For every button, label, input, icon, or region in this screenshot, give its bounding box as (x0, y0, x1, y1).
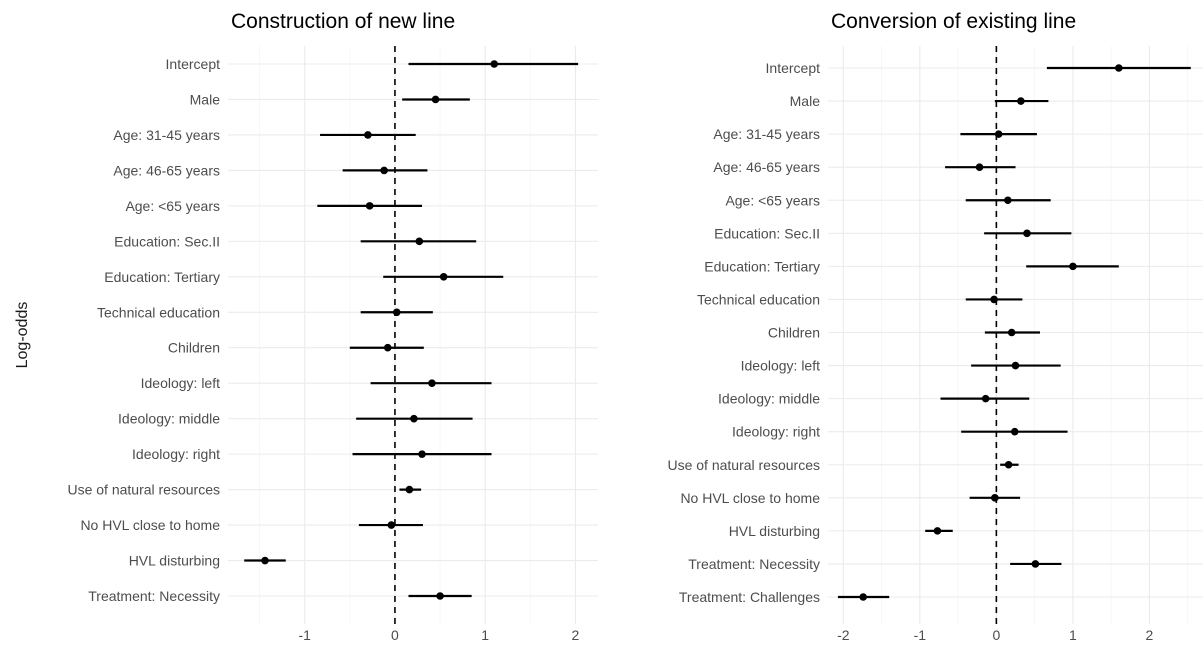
y-tick-label: Intercept (166, 56, 221, 72)
point-estimate (1004, 196, 1012, 205)
point-estimate (364, 131, 372, 139)
point-estimate (365, 202, 374, 210)
point-estimate (1069, 262, 1077, 271)
panel-title: Construction of new line (231, 10, 455, 33)
y-tick-labels: Intercept Male Age: 31-45 years Age: 46-65 … (667, 60, 820, 605)
point-estimate (439, 273, 448, 281)
y-tick-label: Ideology: right (732, 424, 820, 440)
x-tick-label: -1 (914, 627, 927, 643)
point-estimate (410, 414, 418, 423)
y-tick-label: Education: Tertiary (704, 258, 820, 274)
point-estimate (1017, 97, 1025, 105)
y-tick-label: Education: Tertiary (104, 269, 220, 285)
y-tick-label: Male (790, 93, 821, 109)
chart-panel-1: Intercept Male Age: 31-45 years Age: 46-65 … (14, 10, 598, 643)
y-tick-label: Use of natural resources (667, 457, 820, 473)
y-tick-label: Age: 46-65 years (713, 159, 820, 175)
point-estimate (436, 592, 444, 600)
y-tick-label: HVL disturbing (729, 523, 820, 539)
point-estimate (933, 527, 942, 535)
estimates-series (837, 64, 1191, 601)
y-tick-label: Treatment: Necessity (688, 556, 820, 572)
y-tick-label: No HVL close to home (680, 490, 820, 506)
y-tick-label: Use of natural resources (67, 482, 220, 498)
point-estimate (1004, 460, 1013, 469)
panel-title: Conversion of existing line (831, 10, 1076, 33)
point-estimate (994, 130, 1003, 138)
point-estimate (1007, 328, 1016, 337)
point-estimate (383, 343, 392, 352)
point-estimate (1031, 560, 1040, 568)
y-tick-label: Technical education (97, 304, 220, 320)
y-tick-label: Treatment: Necessity (88, 588, 220, 604)
major-gridlines (828, 46, 1203, 624)
y-tick-label: Age: 31-45 years (713, 126, 820, 142)
point-estimate (261, 556, 269, 565)
y-tick-label: Education: Sec.II (714, 225, 820, 241)
y-tick-label: Children (168, 340, 220, 356)
y-tick-label: Age: 46-65 years (113, 162, 220, 178)
y-tick-label: Treatment: Challenges (679, 589, 820, 605)
y-tick-label: Male (190, 91, 221, 107)
chart-panel-2: Intercept Male Age: 31-45 years Age: 46-65 … (667, 10, 1203, 643)
y-tick-label: Technical education (697, 291, 820, 307)
point-estimate (428, 379, 436, 388)
y-tick-label: Age: <65 years (725, 192, 820, 208)
point-estimate (859, 593, 868, 601)
x-tick-labels: -1 0 1 2 (298, 627, 579, 643)
point-estimate (1115, 64, 1123, 72)
x-tick-label: 0 (391, 627, 399, 643)
y-tick-label: Ideology: left (741, 358, 820, 374)
y-tick-labels: Intercept Male Age: 31-45 years Age: 46-65 … (67, 56, 220, 604)
y-tick-label: Age: <65 years (125, 198, 220, 214)
point-estimate (392, 308, 401, 317)
x-tick-label: -1 (298, 627, 311, 643)
y-axis-title: Log-odds (14, 302, 31, 369)
x-tick-label: 2 (572, 627, 580, 643)
estimates-series (244, 60, 579, 600)
point-estimate (387, 521, 396, 529)
x-tick-labels: -2 -1 0 1 2 (837, 627, 1153, 643)
point-estimate (380, 166, 388, 175)
x-tick-label: -2 (837, 627, 850, 643)
major-gridlines (228, 46, 598, 624)
point-estimate (415, 237, 424, 246)
y-tick-label: Children (768, 325, 820, 341)
y-tick-label: Ideology: left (141, 375, 220, 391)
y-tick-label: Education: Sec.II (114, 233, 220, 249)
point-estimate (990, 295, 998, 304)
point-estimate (1010, 427, 1019, 436)
point-estimate (418, 450, 426, 458)
point-estimate (431, 95, 440, 104)
minor-gridlines (259, 46, 531, 624)
point-estimate (981, 394, 990, 403)
point-estimate (991, 494, 999, 502)
y-tick-label: Intercept (766, 60, 821, 76)
x-tick-label: 0 (992, 627, 1000, 643)
y-tick-label: Ideology: middle (118, 411, 220, 427)
y-tick-label: Ideology: right (132, 446, 220, 462)
y-tick-label: No HVL close to home (80, 517, 220, 533)
point-estimate (1023, 229, 1031, 238)
x-tick-label: 1 (1069, 627, 1077, 643)
y-tick-label: Ideology: middle (718, 391, 820, 407)
point-estimate (1011, 361, 1020, 370)
x-tick-label: 2 (1146, 627, 1154, 643)
point-estimate (490, 60, 499, 68)
x-tick-label: 1 (481, 627, 489, 643)
minor-gridlines (881, 46, 1189, 624)
y-tick-label: Age: 31-45 years (113, 127, 220, 143)
point-estimate (975, 163, 984, 171)
y-tick-label: HVL disturbing (129, 553, 220, 569)
point-estimate (405, 485, 414, 494)
